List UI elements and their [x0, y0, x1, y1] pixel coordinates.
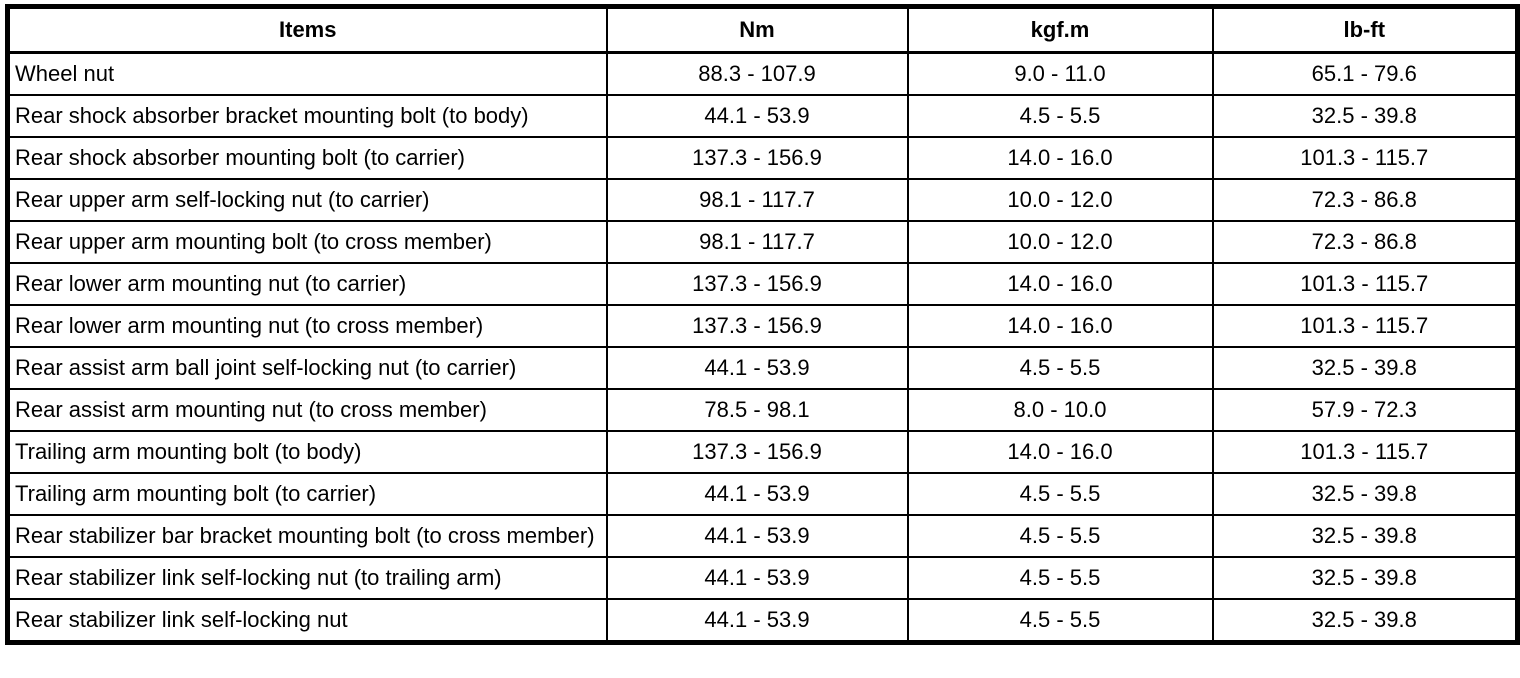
lbft-value-cell: 32.5 - 39.8 [1211, 598, 1519, 644]
lbft-value-cell: 32.5 - 39.8 [1211, 556, 1519, 600]
nm-value-cell: 98.1 - 117.7 [605, 178, 909, 222]
kgfm-value-cell: 4.5 - 5.5 [906, 514, 1214, 558]
kgfm-value-cell: 9.0 - 11.0 [906, 51, 1214, 96]
column-header-kgfm: kgf.m [906, 5, 1214, 54]
lbft-value-cell: 57.9 - 72.3 [1211, 388, 1519, 432]
lbft-value-cell: 32.5 - 39.8 [1211, 346, 1519, 390]
lbft-value-cell: 65.1 - 79.6 [1211, 51, 1519, 96]
table-row: Trailing arm mounting bolt (to carrier) … [6, 472, 1519, 516]
column-header-nm: Nm [605, 5, 909, 54]
nm-value-cell: 78.5 - 98.1 [605, 388, 909, 432]
nm-value-cell: 137.3 - 156.9 [605, 262, 909, 306]
table-row: Rear stabilizer bar bracket mounting bol… [6, 514, 1519, 558]
kgfm-value-cell: 14.0 - 16.0 [906, 136, 1214, 180]
item-name-cell: Rear lower arm mounting nut (to cross me… [6, 304, 608, 348]
column-header-lbft: lb-ft [1211, 5, 1519, 54]
nm-value-cell: 137.3 - 156.9 [605, 430, 909, 474]
lbft-value-cell: 32.5 - 39.8 [1211, 472, 1519, 516]
item-name-cell: Rear upper arm self-locking nut (to carr… [6, 178, 608, 222]
nm-value-cell: 137.3 - 156.9 [605, 136, 909, 180]
kgfm-value-cell: 14.0 - 16.0 [906, 430, 1214, 474]
lbft-value-cell: 72.3 - 86.8 [1211, 178, 1519, 222]
lbft-value-cell: 32.5 - 39.8 [1211, 514, 1519, 558]
table-row: Rear upper arm mounting bolt (to cross m… [6, 220, 1519, 264]
torque-spec-table: Items Nm kgf.m lb-ft Wheel nut 88.3 - 10… [5, 4, 1520, 645]
nm-value-cell: 44.1 - 53.9 [605, 598, 909, 644]
kgfm-value-cell: 14.0 - 16.0 [906, 304, 1214, 348]
kgfm-value-cell: 8.0 - 10.0 [906, 388, 1214, 432]
nm-value-cell: 44.1 - 53.9 [605, 472, 909, 516]
item-name-cell: Rear stabilizer bar bracket mounting bol… [6, 514, 608, 558]
kgfm-value-cell: 14.0 - 16.0 [906, 262, 1214, 306]
nm-value-cell: 44.1 - 53.9 [605, 94, 909, 138]
lbft-value-cell: 101.3 - 115.7 [1211, 430, 1519, 474]
nm-value-cell: 137.3 - 156.9 [605, 304, 909, 348]
kgfm-value-cell: 4.5 - 5.5 [906, 472, 1214, 516]
item-name-cell: Rear shock absorber bracket mounting bol… [6, 94, 608, 138]
kgfm-value-cell: 4.5 - 5.5 [906, 598, 1214, 644]
lbft-value-cell: 101.3 - 115.7 [1211, 262, 1519, 306]
item-name-cell: Wheel nut [6, 51, 608, 96]
table-row: Rear assist arm mounting nut (to cross m… [6, 388, 1519, 432]
document-page: Items Nm kgf.m lb-ft Wheel nut 88.3 - 10… [5, 4, 1520, 645]
table-row: Rear lower arm mounting nut (to carrier)… [6, 262, 1519, 306]
nm-value-cell: 88.3 - 107.9 [605, 51, 909, 96]
lbft-value-cell: 101.3 - 115.7 [1211, 136, 1519, 180]
nm-value-cell: 44.1 - 53.9 [605, 556, 909, 600]
kgfm-value-cell: 4.5 - 5.5 [906, 556, 1214, 600]
table-row: Trailing arm mounting bolt (to body) 137… [6, 430, 1519, 474]
nm-value-cell: 44.1 - 53.9 [605, 514, 909, 558]
item-name-cell: Rear stabilizer link self-locking nut [6, 598, 608, 644]
kgfm-value-cell: 10.0 - 12.0 [906, 220, 1214, 264]
table-row: Rear stabilizer link self-locking nut (t… [6, 556, 1519, 600]
item-name-cell: Rear stabilizer link self-locking nut (t… [6, 556, 608, 600]
kgfm-value-cell: 10.0 - 12.0 [906, 178, 1214, 222]
table-row: Rear stabilizer link self-locking nut 44… [6, 598, 1519, 644]
nm-value-cell: 98.1 - 117.7 [605, 220, 909, 264]
item-name-cell: Trailing arm mounting bolt (to carrier) [6, 472, 608, 516]
lbft-value-cell: 72.3 - 86.8 [1211, 220, 1519, 264]
item-name-cell: Rear upper arm mounting bolt (to cross m… [6, 220, 608, 264]
item-name-cell: Rear lower arm mounting nut (to carrier) [6, 262, 608, 306]
kgfm-value-cell: 4.5 - 5.5 [906, 346, 1214, 390]
table-row: Rear lower arm mounting nut (to cross me… [6, 304, 1519, 348]
lbft-value-cell: 101.3 - 115.7 [1211, 304, 1519, 348]
table-row: Wheel nut 88.3 - 107.9 9.0 - 11.0 65.1 -… [6, 51, 1519, 96]
item-name-cell: Rear assist arm mounting nut (to cross m… [6, 388, 608, 432]
kgfm-value-cell: 4.5 - 5.5 [906, 94, 1214, 138]
table-row: Rear upper arm self-locking nut (to carr… [6, 178, 1519, 222]
table-row: Rear assist arm ball joint self-locking … [6, 346, 1519, 390]
table-body: Wheel nut 88.3 - 107.9 9.0 - 11.0 65.1 -… [6, 51, 1519, 644]
item-name-cell: Rear assist arm ball joint self-locking … [6, 346, 608, 390]
nm-value-cell: 44.1 - 53.9 [605, 346, 909, 390]
lbft-value-cell: 32.5 - 39.8 [1211, 94, 1519, 138]
item-name-cell: Rear shock absorber mounting bolt (to ca… [6, 136, 608, 180]
table-header: Items Nm kgf.m lb-ft [6, 5, 1519, 54]
table-row: Rear shock absorber bracket mounting bol… [6, 94, 1519, 138]
header-row: Items Nm kgf.m lb-ft [6, 5, 1519, 54]
column-header-items: Items [6, 5, 608, 54]
item-name-cell: Trailing arm mounting bolt (to body) [6, 430, 608, 474]
table-row: Rear shock absorber mounting bolt (to ca… [6, 136, 1519, 180]
